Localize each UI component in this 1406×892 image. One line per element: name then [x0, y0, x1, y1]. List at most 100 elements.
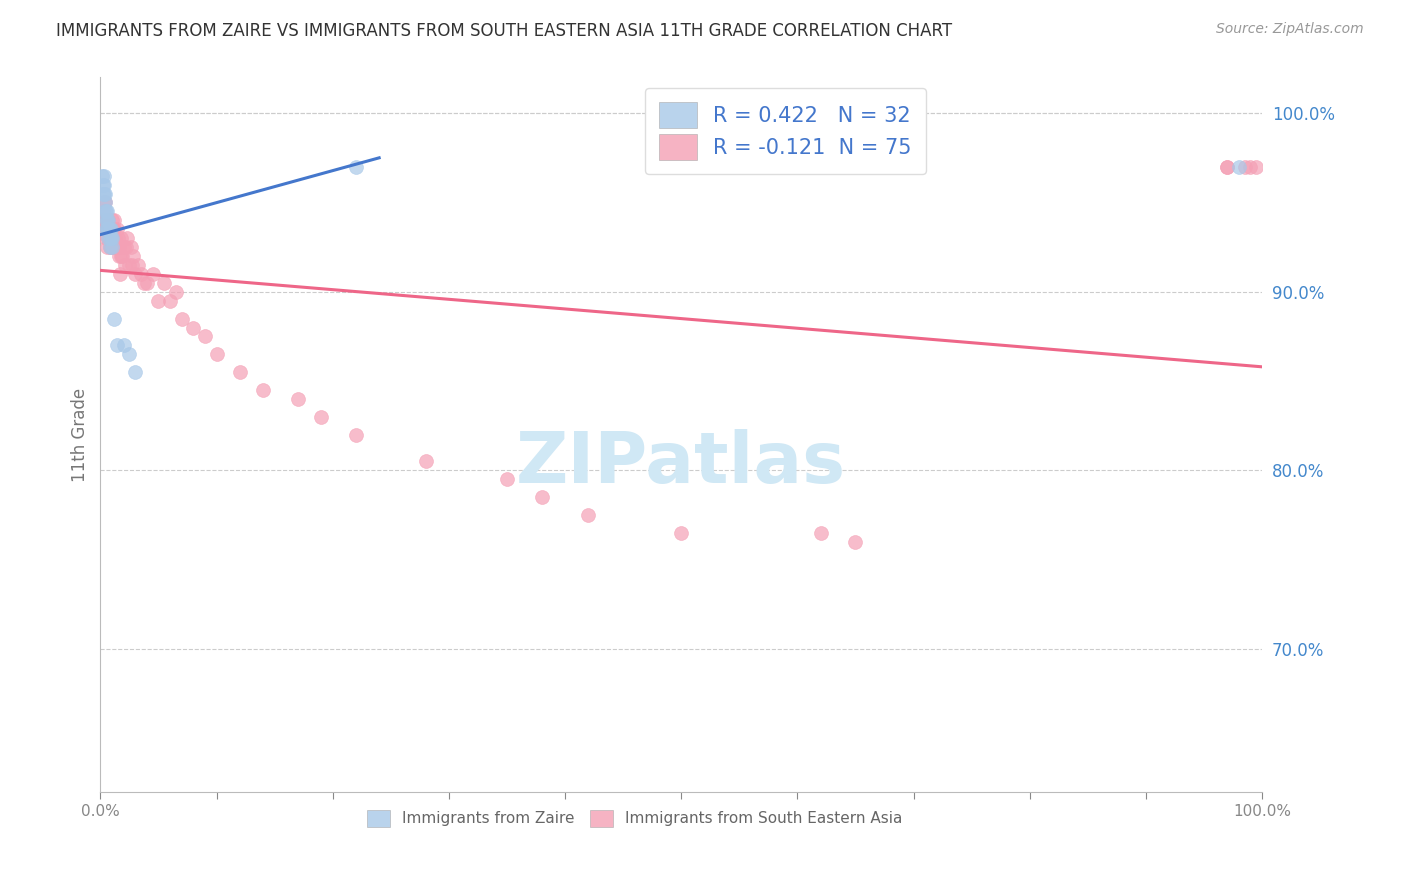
Point	[104, 231, 127, 245]
Point	[114, 258, 136, 272]
Point	[134, 276, 156, 290]
Point	[93, 178, 115, 192]
Point	[124, 365, 146, 379]
Point	[98, 231, 121, 245]
Point	[108, 249, 131, 263]
Point	[96, 213, 118, 227]
Text: IMMIGRANTS FROM ZAIRE VS IMMIGRANTS FROM SOUTH EASTERN ASIA 11TH GRADE CORRELATI: IMMIGRANTS FROM ZAIRE VS IMMIGRANTS FROM…	[56, 22, 952, 40]
Point	[103, 231, 125, 245]
Point	[91, 178, 114, 192]
Point	[107, 231, 129, 245]
Point	[103, 311, 125, 326]
Point	[98, 240, 121, 254]
Point	[118, 258, 141, 272]
Point	[97, 222, 120, 236]
Point	[96, 222, 118, 236]
Point	[135, 276, 157, 290]
Point	[124, 267, 146, 281]
Point	[110, 231, 132, 245]
Point	[115, 240, 138, 254]
Point	[576, 508, 599, 522]
Point	[100, 222, 122, 236]
Point	[100, 231, 122, 245]
Point	[112, 338, 135, 352]
Point	[530, 490, 553, 504]
Point	[97, 213, 120, 227]
Point	[93, 186, 115, 201]
Point	[344, 427, 367, 442]
Point	[97, 222, 120, 236]
Point	[287, 392, 309, 406]
Point	[104, 240, 127, 254]
Point	[112, 240, 135, 254]
Point	[205, 347, 228, 361]
Point	[96, 222, 118, 236]
Point	[94, 204, 117, 219]
Point	[1216, 160, 1239, 174]
Point	[94, 195, 117, 210]
Point	[101, 240, 124, 254]
Text: Source: ZipAtlas.com: Source: ZipAtlas.com	[1216, 22, 1364, 37]
Point	[97, 231, 120, 245]
Point	[252, 383, 274, 397]
Text: ZIPatlas: ZIPatlas	[516, 429, 846, 498]
Point	[1227, 160, 1250, 174]
Point	[111, 249, 134, 263]
Point	[100, 222, 122, 236]
Point	[96, 213, 118, 227]
Point	[129, 267, 152, 281]
Point	[105, 240, 128, 254]
Point	[101, 240, 124, 254]
Point	[101, 213, 124, 227]
Point	[1244, 160, 1267, 174]
Point	[344, 160, 367, 174]
Point	[153, 276, 176, 290]
Point	[93, 169, 115, 183]
Point	[96, 222, 118, 236]
Point	[103, 222, 125, 236]
Point	[98, 231, 121, 245]
Point	[96, 222, 118, 236]
Point	[159, 293, 181, 308]
Point	[1233, 160, 1256, 174]
Point	[103, 213, 125, 227]
Point	[105, 338, 128, 352]
Point	[170, 311, 193, 326]
Point	[90, 169, 112, 183]
Point	[115, 231, 138, 245]
Point	[93, 213, 115, 227]
Point	[101, 240, 124, 254]
Point	[94, 186, 117, 201]
Point	[98, 222, 121, 236]
Point	[98, 222, 121, 236]
Point	[91, 204, 114, 219]
Point	[844, 534, 866, 549]
Legend: Immigrants from Zaire, Immigrants from South Eastern Asia: Immigrants from Zaire, Immigrants from S…	[360, 803, 910, 834]
Point	[108, 267, 131, 281]
Point	[669, 525, 692, 540]
Point	[120, 240, 142, 254]
Point	[194, 329, 217, 343]
Point	[96, 240, 118, 254]
Point	[118, 347, 141, 361]
Point	[148, 293, 170, 308]
Point	[496, 472, 519, 486]
Point	[810, 525, 832, 540]
Point	[96, 204, 118, 219]
Point	[97, 213, 120, 227]
Point	[105, 222, 128, 236]
Point	[96, 204, 118, 219]
Point	[98, 240, 121, 254]
Point	[93, 195, 115, 210]
Point	[121, 258, 143, 272]
Point	[127, 258, 149, 272]
Point	[110, 249, 132, 263]
Point	[101, 222, 124, 236]
Point	[1216, 160, 1239, 174]
Point	[142, 267, 165, 281]
Y-axis label: 11th Grade: 11th Grade	[72, 388, 89, 482]
Point	[181, 320, 204, 334]
Point	[91, 186, 114, 201]
Point	[229, 365, 252, 379]
Point	[415, 454, 437, 468]
